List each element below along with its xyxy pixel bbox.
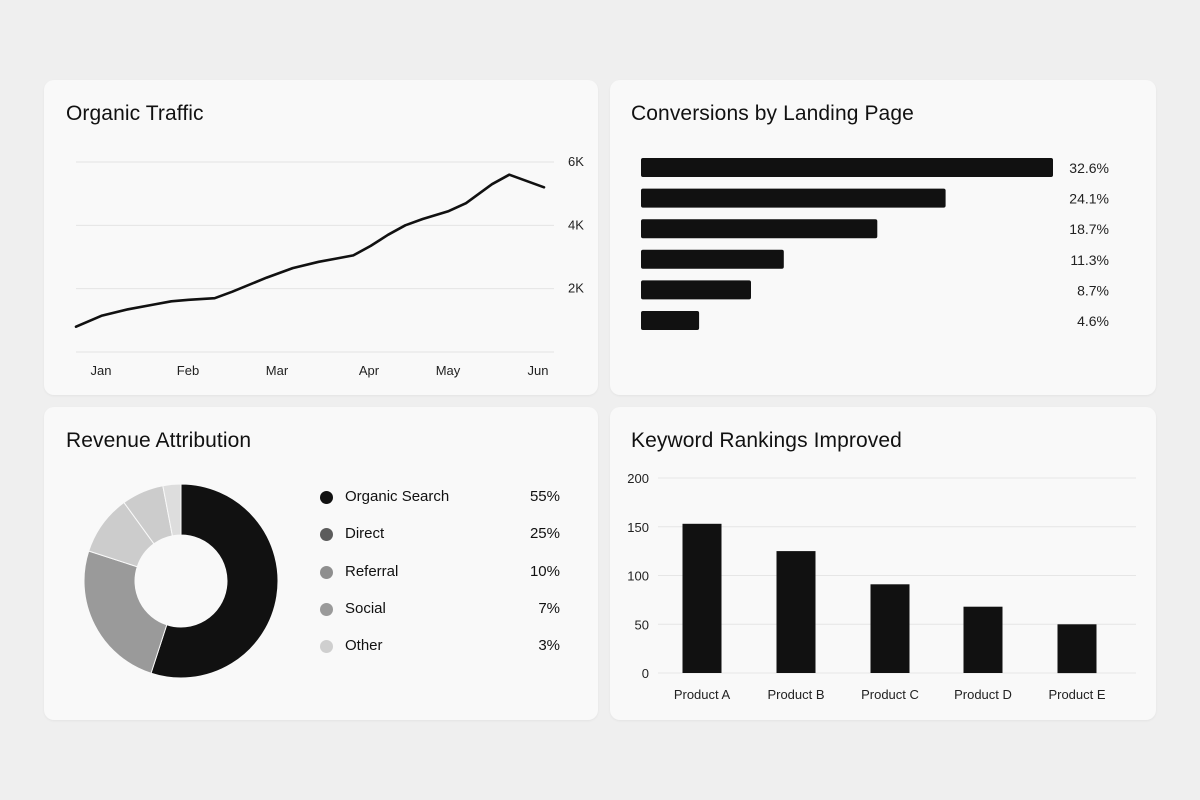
keyword-bar: [682, 523, 722, 673]
keyword-rankings-card: Keyword Rankings Improved 0 50 100 150 200 Pr…: [610, 407, 1156, 720]
conversion-bar: [641, 158, 1053, 177]
x-tick-label: Product E: [1048, 687, 1105, 702]
y-tick-label: 100: [627, 569, 649, 584]
legend-item: Organic Search 55%: [320, 487, 560, 507]
legend-label: Direct: [345, 525, 385, 543]
conversion-bar: [641, 311, 700, 330]
legend-label: Other: [345, 637, 383, 655]
legend-item: Other 3%: [320, 636, 560, 656]
conversion-value-label: 8.7%: [1077, 282, 1109, 298]
legend-swatch: [320, 565, 333, 579]
keyword-bar: [1057, 624, 1097, 674]
y-tick-label: 6K: [568, 154, 584, 169]
conversion-value-label: 18.7%: [1069, 221, 1109, 237]
x-tick-label: Product A: [674, 687, 731, 702]
legend-label: Social: [345, 599, 386, 617]
legend-label: Referral: [345, 562, 399, 580]
y-tick-label: 4K: [568, 217, 584, 232]
keyword-rankings-title: Keyword Rankings Improved: [631, 429, 902, 452]
legend-item: Referral 10%: [320, 562, 560, 582]
conversion-bar: [641, 219, 878, 239]
revenue-donut-chart: [83, 483, 279, 679]
conversion-value-label: 24.1%: [1069, 191, 1109, 207]
legend-swatch: [320, 491, 333, 504]
revenue-attribution-card: Revenue Attribution Organic Search 55% Dir…: [44, 407, 598, 720]
organic-traffic-chart: 2K 4K 6K Jan Feb Mar Apr May Jun: [74, 154, 584, 378]
y-tick-label: 200: [627, 471, 649, 486]
keyword-bar: [870, 584, 910, 673]
conversion-bar: [641, 280, 751, 300]
legend-swatch: [320, 602, 333, 616]
donut-hole: [135, 535, 227, 627]
conversion-value-label: 32.6%: [1069, 160, 1109, 176]
x-tick-label: Mar: [266, 363, 289, 378]
organic-traffic-card: Organic Traffic 2K 4K 6K Jan Feb Mar Apr May Jun: [44, 80, 598, 395]
x-tick-label: Feb: [177, 363, 199, 378]
conversion-bar: [641, 188, 946, 208]
y-tick-label: 0: [642, 666, 649, 681]
legend-value: 7%: [538, 599, 560, 617]
legend-item: Direct 25%: [320, 524, 560, 544]
legend-value: 55%: [529, 488, 560, 505]
legend-value: 10%: [529, 562, 560, 580]
y-tick-label: 150: [627, 520, 649, 535]
x-tick-label: Product B: [767, 687, 824, 702]
legend-label: Organic Search: [345, 488, 450, 505]
y-tick-label: 50: [635, 617, 649, 632]
x-tick-label: Jan: [91, 363, 112, 378]
legend-value: 25%: [529, 525, 560, 543]
traffic-series-line: [74, 173, 546, 328]
legend-item: Social 7%: [320, 599, 560, 619]
conversions-card: Conversions by Landing Page 32.6% 24.1% 18…: [610, 80, 1156, 395]
keyword-bar: [776, 551, 816, 673]
x-tick-label: Apr: [359, 363, 380, 378]
legend-swatch: [320, 528, 333, 542]
x-tick-label: May: [436, 363, 461, 378]
legend-value: 3%: [538, 637, 560, 655]
y-tick-label: 2K: [568, 281, 584, 296]
conversion-bar: [641, 249, 784, 269]
x-tick-label: Product C: [861, 687, 919, 702]
legend-swatch: [320, 640, 333, 654]
keyword-rankings-chart: 0 50 100 150 200 Product A Product B Product C P…: [627, 471, 1136, 702]
conversions-chart: 32.6% 24.1% 18.7% 11.3% 8.7% 4.6%: [641, 158, 1109, 330]
x-tick-label: Product D: [954, 687, 1012, 702]
conversions-title: Conversions by Landing Page: [631, 102, 914, 125]
conversion-value-label: 4.6%: [1077, 313, 1109, 329]
keyword-bar: [963, 606, 1003, 673]
conversion-value-label: 11.3%: [1070, 252, 1109, 268]
revenue-attribution-title: Revenue Attribution: [66, 429, 252, 452]
x-tick-label: Jun: [528, 363, 549, 378]
organic-traffic-title: Organic Traffic: [66, 102, 204, 125]
